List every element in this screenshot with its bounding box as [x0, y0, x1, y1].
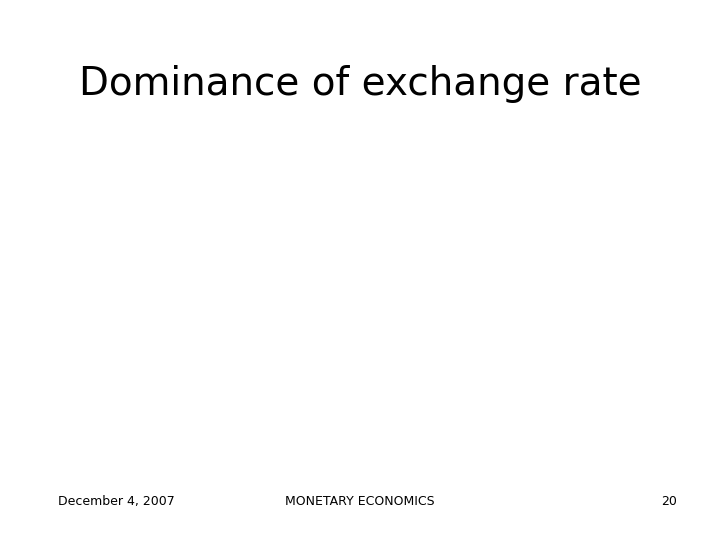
Text: 20: 20 [661, 495, 677, 508]
Text: Dominance of exchange rate: Dominance of exchange rate [79, 65, 642, 103]
Text: December 4, 2007: December 4, 2007 [58, 495, 174, 508]
Text: MONETARY ECONOMICS: MONETARY ECONOMICS [285, 495, 435, 508]
